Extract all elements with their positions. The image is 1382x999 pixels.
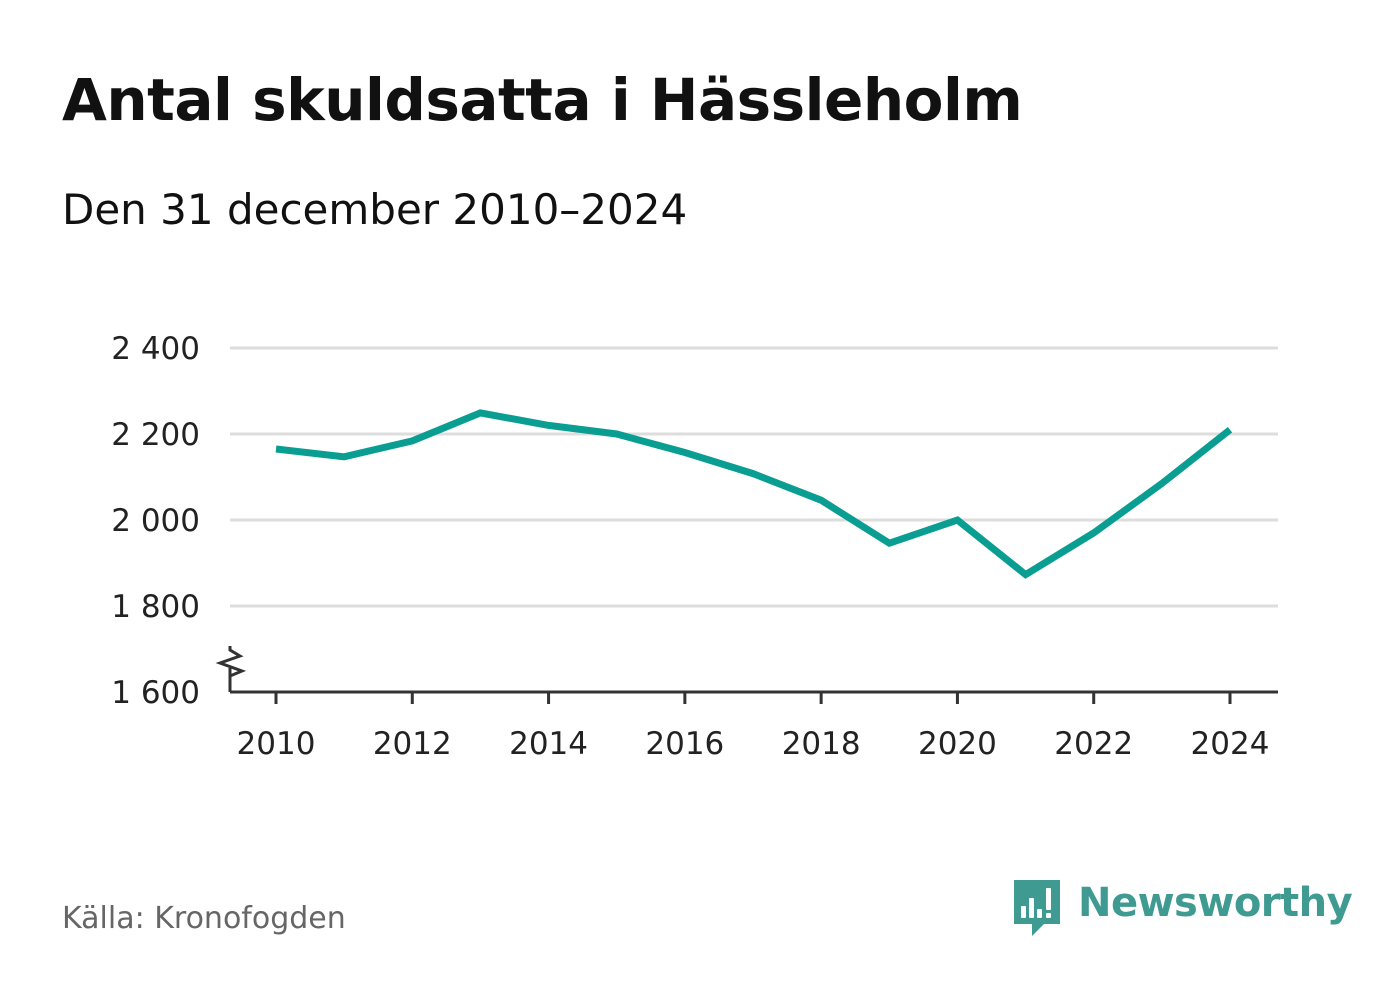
y-axis-ticks: 1 600 1 800 2 000 2 200 2 400 [111, 331, 200, 711]
x-tick-label: 2014 [509, 726, 588, 762]
x-tick-label: 2022 [1054, 726, 1133, 762]
axes [215, 646, 1278, 694]
x-tick-label: 2018 [782, 726, 861, 762]
x-tick-label: 2012 [373, 726, 452, 762]
series-line [275, 409, 1233, 579]
axis-break-marker [215, 646, 247, 680]
chart-subtitle: Den 31 december 2010–2024 [62, 185, 688, 234]
x-tick-label: 2010 [237, 726, 316, 762]
y-tick-label: 1 800 [111, 589, 200, 625]
x-tick-label: 2024 [1191, 726, 1270, 762]
y-tick-label: 2 400 [111, 331, 200, 367]
brand-logo: Newsworthy [1012, 878, 1353, 942]
x-tick-label: 2020 [918, 726, 997, 762]
x-tick-label: 2016 [645, 726, 724, 762]
series-layer [275, 409, 1233, 579]
grid-lines [230, 346, 1278, 608]
y-tick-label: 2 000 [111, 503, 200, 539]
y-tick-label: 2 200 [111, 417, 200, 453]
y-tick-label: 1 600 [111, 675, 200, 711]
chart-title: Antal skuldsatta i Hässleholm [62, 66, 1023, 134]
source-note: Källa: Kronofogden [62, 901, 346, 936]
x-axis-ticks: 2010 2012 2014 2016 2018 2020 2022 2024 [237, 692, 1270, 762]
brand-name: Newsworthy [1078, 880, 1353, 926]
newsworthy-logo-icon [1014, 880, 1060, 936]
